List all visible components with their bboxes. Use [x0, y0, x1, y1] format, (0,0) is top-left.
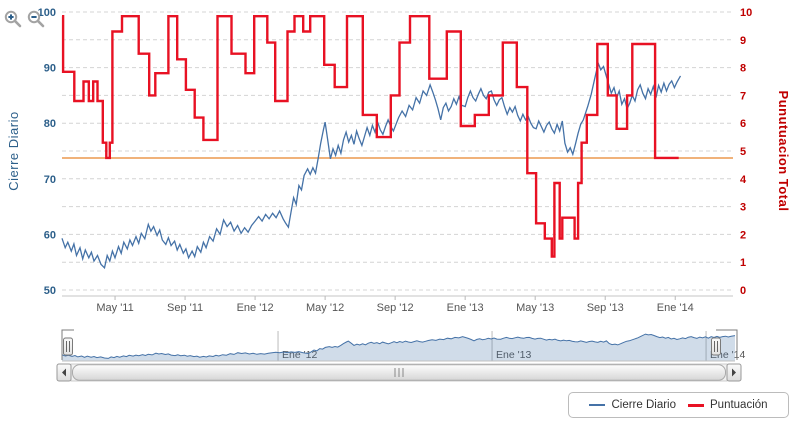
x-axis-label: Ene '13 — [447, 302, 484, 314]
y-right-label: 6 — [740, 118, 746, 130]
y-right-label: 9 — [740, 35, 746, 47]
navigator-outline-right — [716, 329, 738, 360]
legend-line-sample-red — [688, 403, 704, 407]
series-puntuacion[interactable] — [61, 15, 679, 258]
y-right-label: 2 — [740, 229, 746, 241]
zoom-out-button[interactable] — [26, 9, 46, 29]
magnifier-minus-icon — [27, 10, 45, 28]
y-right-label: 8 — [740, 63, 746, 75]
y-right-label: 4 — [740, 174, 747, 186]
legend-label: Puntuación — [710, 399, 768, 411]
y-left-label: 60 — [44, 229, 56, 241]
y-left-label: 100 — [38, 7, 56, 19]
y-right-label: 7 — [740, 90, 746, 102]
scrollbar-right-arrow-icon — [732, 368, 736, 377]
x-axis-label: Ene '12 — [237, 302, 274, 314]
y-axis-title-left: Cierre Diario — [6, 111, 21, 191]
navigator-outline-left — [61, 329, 74, 360]
x-axis-label: May '13 — [516, 302, 554, 314]
navigator-handle-left[interactable] — [63, 337, 73, 356]
scrollbar-left-arrow-icon — [62, 368, 66, 377]
scrollbar — [56, 363, 742, 382]
y-left-label: 50 — [44, 285, 56, 297]
legend-label: Cierre Diario — [611, 399, 676, 411]
navigator-label: Ene '13 — [496, 349, 531, 361]
navigator-handle-right[interactable] — [711, 337, 721, 356]
y-axis-title-right: Punutuacion Total — [776, 90, 791, 212]
plot-area[interactable] — [62, 12, 733, 290]
legend-item-puntuacion[interactable]: Puntuación — [688, 399, 768, 411]
y-left-label: 70 — [44, 174, 56, 186]
x-axis-label: May '12 — [306, 302, 344, 314]
x-axis-label: Sep '13 — [587, 302, 624, 314]
y-right-label: 5 — [740, 146, 746, 158]
x-axis-label: Sep '12 — [377, 302, 414, 314]
navigator-line — [61, 333, 736, 359]
axes: May '11 Sep '11 Ene '12 May '12 Sep '12 Ene '… — [38, 7, 753, 314]
y-right-label: 1 — [740, 257, 746, 269]
series — [61, 15, 682, 270]
x-axis-label: Ene '14 — [657, 302, 694, 314]
legend-item-cierre-diario[interactable]: Cierre Diario — [589, 399, 676, 411]
magnifier-plus-icon — [4, 10, 22, 28]
navigator-area[interactable] — [62, 334, 735, 361]
y-right-label: 10 — [740, 7, 752, 19]
y-left-label: 90 — [44, 63, 56, 75]
x-axis-label: Sep '11 — [167, 302, 203, 314]
y-right-label: 3 — [740, 202, 746, 214]
y-left-label: 80 — [44, 118, 56, 130]
zoom-in-button[interactable] — [3, 9, 23, 29]
legend: Cierre Diario Puntuación — [568, 392, 789, 418]
series-cierre-diario[interactable] — [61, 60, 682, 270]
y-right-label: 0 — [740, 285, 746, 297]
legend-line-sample-blue — [589, 404, 606, 406]
x-axis-label: May '11 — [96, 302, 133, 314]
